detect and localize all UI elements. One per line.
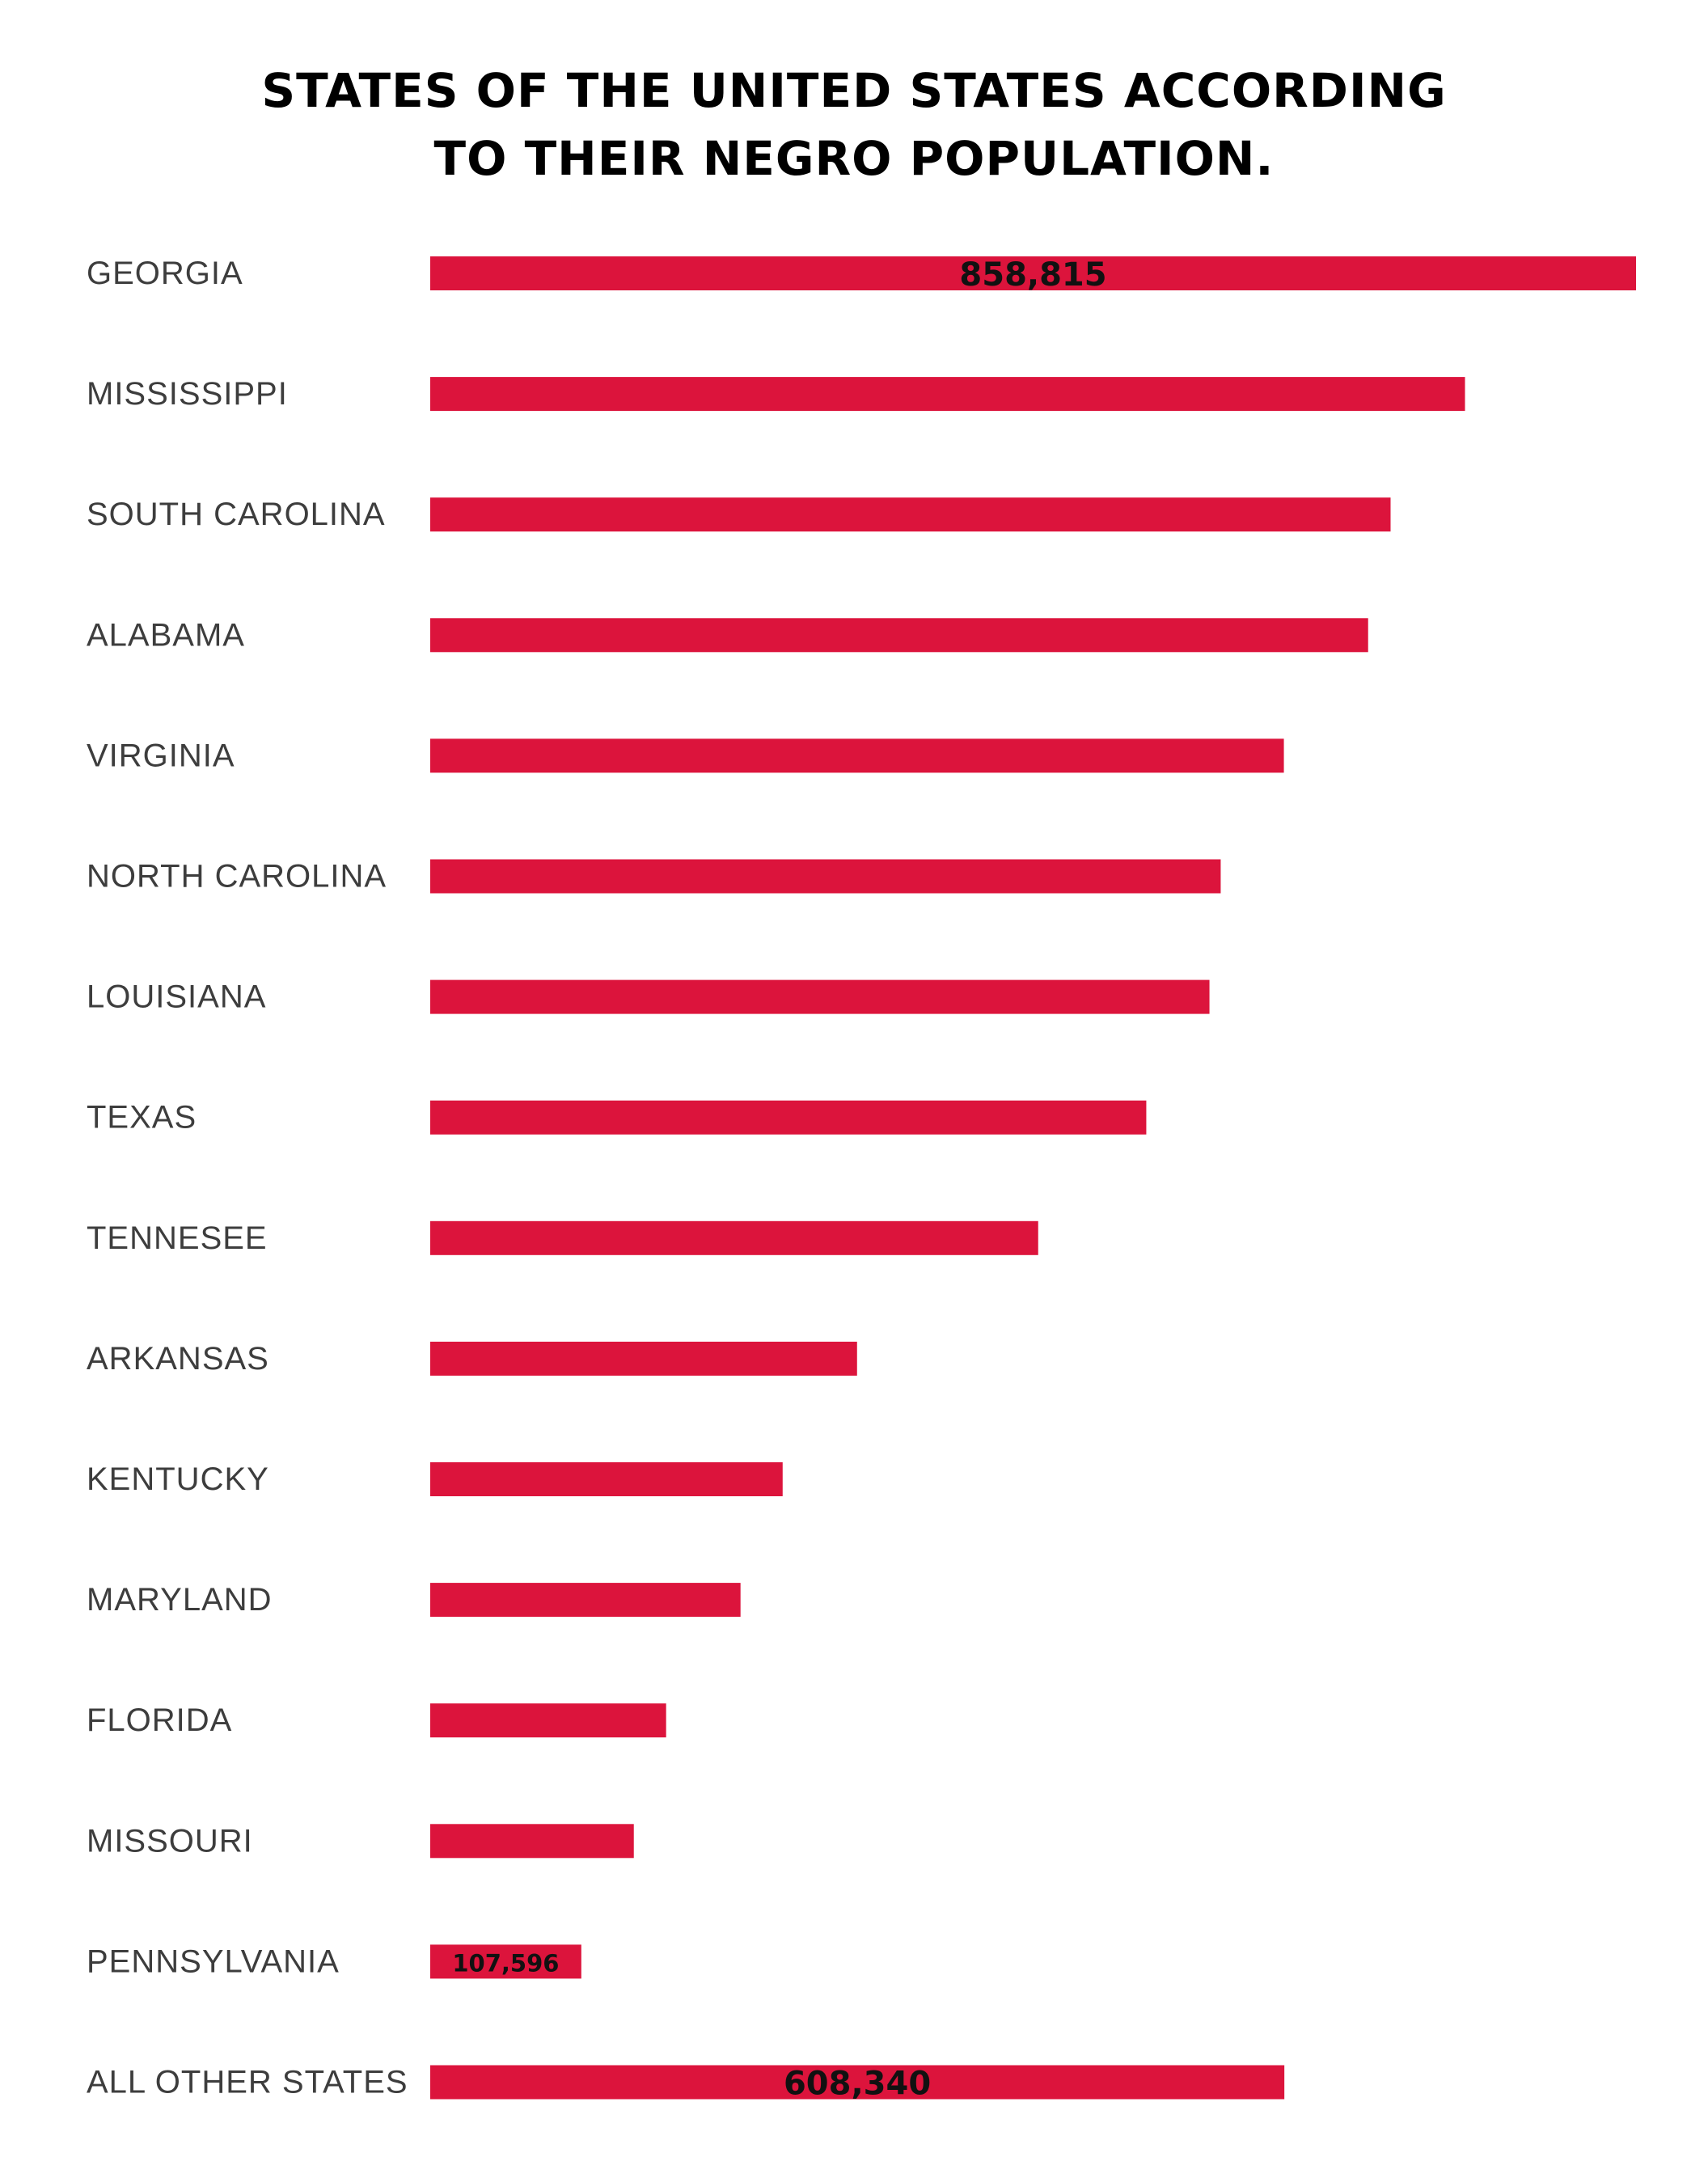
bar-florida: [430, 1703, 666, 1738]
bar-pennsylvania: [430, 1944, 581, 1979]
bar-all-other-states: [430, 2065, 1285, 2100]
bar-virginia: [430, 738, 1284, 773]
bar-north-carolina: [430, 859, 1221, 894]
bar-tennesee: [430, 1220, 1038, 1255]
category-label-mississippi: MISSISSIPPI: [87, 376, 288, 412]
category-label-alabama: ALABAMA: [87, 617, 245, 653]
bar-georgia: [430, 256, 1636, 290]
bar-arkansas: [430, 1341, 857, 1376]
category-label-maryland: MARYLAND: [87, 1582, 273, 1618]
chart-title-line-1: STATES OF THE UNITED STATES ACCORDING: [261, 63, 1447, 118]
chart-title: STATES OF THE UNITED STATES ACCORDING TO…: [0, 57, 1708, 192]
bar-louisiana: [430, 979, 1210, 1014]
category-label-virginia: VIRGINIA: [87, 738, 235, 773]
bar-missouri: [430, 1824, 634, 1859]
data-label-pennsylvania: 107,596: [452, 1949, 559, 1977]
category-label-kentucky: KENTUCKY: [87, 1461, 269, 1497]
category-label-all-other-states: ALL OTHER STATES: [87, 2065, 408, 2100]
category-label-georgia: GEORGIA: [87, 256, 243, 291]
bar-alabama: [430, 618, 1368, 653]
data-label-all-other-states: 608,340: [784, 2066, 931, 2103]
chart-title-line-2: TO THEIR NEGRO POPULATION.: [433, 131, 1275, 186]
bar-texas: [430, 1100, 1147, 1135]
category-label-north-carolina: NORTH CAROLINA: [87, 859, 387, 895]
category-label-south-carolina: SOUTH CAROLINA: [87, 497, 386, 532]
category-label-missouri: MISSOURI: [87, 1823, 253, 1859]
category-label-arkansas: ARKANSAS: [87, 1341, 269, 1377]
bar-kentucky: [430, 1462, 783, 1496]
category-label-florida: FLORIDA: [87, 1702, 232, 1738]
bar-south-carolina: [430, 497, 1391, 532]
category-label-texas: TEXAS: [87, 1100, 197, 1136]
bar-mississippi: [430, 377, 1465, 412]
category-label-pennsylvania: PENNSYLVANIA: [87, 1943, 340, 1979]
category-label-tennesee: TENNESEE: [87, 1220, 268, 1256]
bar-maryland: [430, 1583, 741, 1618]
category-label-louisiana: LOUISIANA: [87, 979, 266, 1015]
data-label-georgia: 858,815: [959, 256, 1106, 294]
